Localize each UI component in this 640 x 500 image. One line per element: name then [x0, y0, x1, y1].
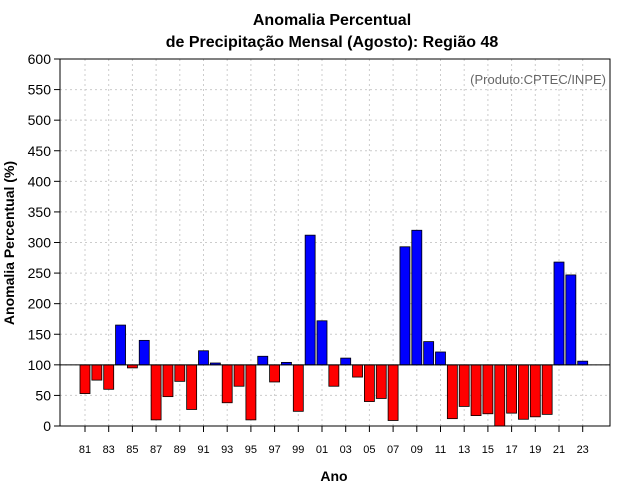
- y-tick-label: 500: [28, 112, 52, 128]
- x-tick-label: 91: [197, 444, 209, 456]
- bar-95: [245, 364, 257, 421]
- bar-88: [162, 364, 174, 398]
- x-tick-label: 23: [577, 444, 589, 456]
- bar-11: [435, 351, 446, 366]
- y-axis: 0 50 100 150 200 250 300 350 400 450 500 550 600: [28, 51, 60, 434]
- bar-23: [577, 360, 589, 366]
- x-tick-label: 83: [103, 444, 115, 456]
- x-tick-label: 81: [79, 444, 91, 456]
- y-tick-label: 600: [28, 51, 52, 67]
- bar-07: [387, 364, 399, 421]
- x-axis: 81 83 85 87 89 91 93 95 97 99 01 03 05 07 09 11 13 15 17 19…: [79, 426, 589, 456]
- y-axis-title: Anomalia Percentual (%): [1, 161, 17, 325]
- credit-text: (Produto:CPTEC/INPE): [470, 72, 606, 87]
- y-tick-label: 350: [28, 204, 52, 220]
- y-tick-label: 150: [28, 326, 52, 342]
- bar-89: [174, 364, 186, 382]
- bar-09: [411, 229, 423, 366]
- bar-10: [423, 341, 435, 366]
- bar-18: [518, 364, 529, 420]
- x-tick-label: 17: [505, 444, 517, 456]
- y-tick-label: 550: [28, 82, 52, 98]
- bar-99: [292, 364, 304, 412]
- bar-14: [470, 364, 482, 417]
- bar-21: [553, 261, 565, 366]
- x-tick-label: 01: [316, 444, 328, 456]
- y-tick-label: 200: [28, 296, 52, 312]
- x-tick-label: 19: [529, 444, 541, 456]
- x-tick-label: 03: [340, 444, 352, 456]
- bar-22: [565, 274, 577, 366]
- bar-91: [198, 350, 209, 366]
- y-tick-label: 50: [35, 387, 51, 403]
- bar-05: [363, 364, 375, 402]
- bar-03: [340, 357, 352, 366]
- y-tick-label: 450: [28, 143, 52, 159]
- x-tick-label: 87: [150, 444, 162, 456]
- bar-81: [79, 364, 91, 394]
- x-axis-title: Ano: [320, 468, 347, 484]
- x-tick-label: 05: [363, 444, 375, 456]
- bar-00: [304, 234, 316, 366]
- bar-13: [458, 364, 470, 407]
- x-tick-label: 85: [126, 444, 138, 456]
- bar-83: [103, 364, 115, 390]
- chart-title-line-2: de Precipitação Mensal (Agosto): Região …: [166, 34, 499, 51]
- bar-19: [529, 364, 541, 418]
- x-tick-label: 89: [174, 444, 186, 456]
- bar-16: [494, 364, 506, 427]
- bars: [79, 229, 589, 427]
- x-tick-label: 97: [268, 444, 280, 456]
- bar-90: [186, 364, 198, 410]
- bar-01: [316, 320, 328, 366]
- chart-title-line-1: Anomalia Percentual: [253, 12, 411, 29]
- bar-17: [506, 364, 518, 414]
- x-tick-label: 09: [411, 444, 423, 456]
- x-tick-label: 11: [435, 444, 446, 456]
- bar-84: [115, 324, 126, 366]
- y-tick-label: 250: [28, 265, 52, 281]
- x-tick-label: 13: [458, 444, 470, 456]
- x-tick-label: 95: [245, 444, 257, 456]
- y-tick-label: 0: [43, 418, 51, 434]
- bar-08: [399, 246, 411, 366]
- bar-97: [269, 364, 281, 383]
- bar-12: [446, 364, 458, 420]
- x-tick-label: 21: [553, 444, 565, 456]
- bar-94: [233, 364, 245, 387]
- bar-93: [221, 364, 233, 404]
- bar-86: [138, 339, 150, 366]
- x-tick-label: 07: [387, 444, 399, 456]
- bar-15: [482, 364, 494, 415]
- bar-02: [328, 364, 340, 387]
- bar-96: [257, 355, 269, 366]
- bar-20: [541, 364, 553, 415]
- x-tick-label: 15: [482, 444, 494, 456]
- bar-87: [150, 364, 162, 421]
- y-tick-label: 100: [28, 357, 52, 373]
- x-tick-label: 93: [221, 444, 233, 456]
- y-tick-label: 300: [28, 235, 52, 251]
- bar-04: [352, 364, 363, 378]
- y-tick-label: 400: [28, 173, 52, 189]
- x-tick-label: 99: [292, 444, 304, 456]
- bar-06: [375, 364, 387, 399]
- bar-82: [91, 364, 103, 381]
